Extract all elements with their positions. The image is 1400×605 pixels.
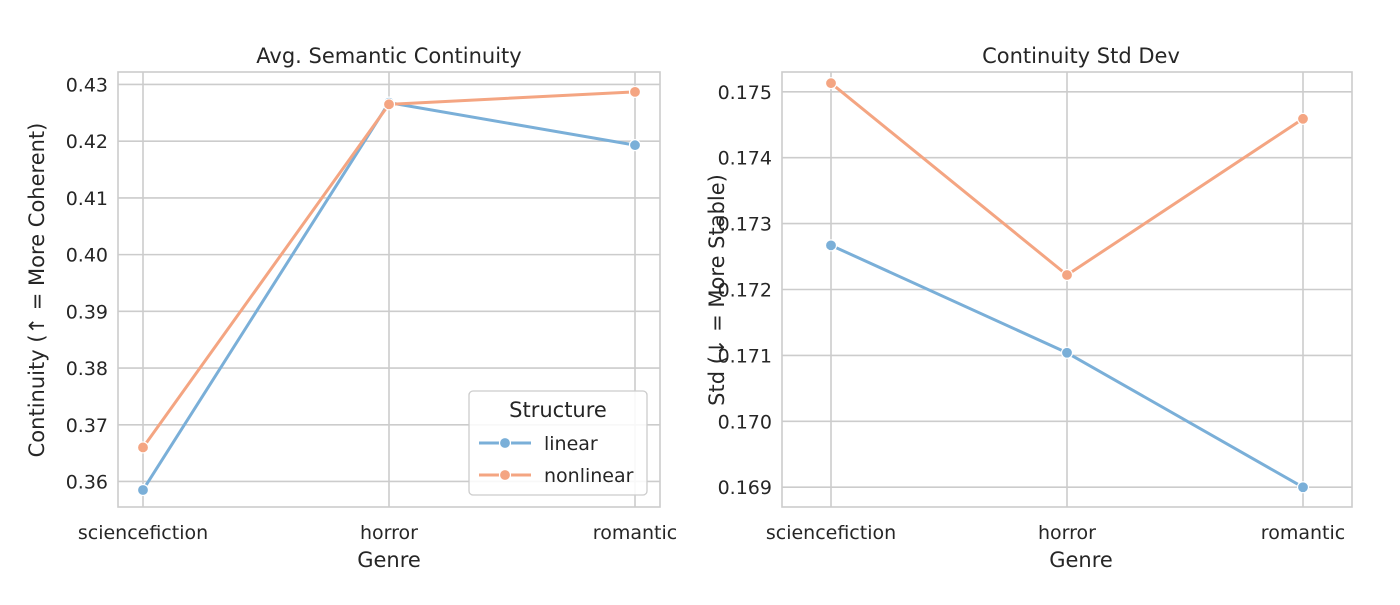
chart-panel-continuity: Avg. Semantic Continuity Genre Continuit… <box>25 44 677 572</box>
legend-marker-nonlinear <box>498 468 512 482</box>
x-tick-label: horror <box>1038 522 1096 544</box>
data-point-linear <box>628 139 642 152</box>
x-tick-label: sciencefiction <box>78 522 208 544</box>
y-tick-label: 0.39 <box>66 301 108 323</box>
chart-title: Avg. Semantic Continuity <box>256 44 521 68</box>
legend-title: Structure <box>509 398 607 422</box>
y-tick-label: 0.40 <box>66 245 108 267</box>
y-tick-label: 0.173 <box>718 214 772 236</box>
chart-title: Continuity Std Dev <box>982 44 1180 68</box>
tick-labels: 0.36 0.37 0.38 0.39 0.40 0.41 0.42 0.43 sciencef… <box>66 74 678 544</box>
legend-marker-linear <box>498 436 512 450</box>
data-point-nonlinear <box>1296 112 1310 125</box>
grid <box>782 72 1352 507</box>
legend-label-linear: linear <box>544 433 598 455</box>
data-point-linear <box>1296 481 1310 494</box>
x-tick-label: horror <box>360 522 418 544</box>
series <box>136 85 642 497</box>
y-tick-label: 0.174 <box>718 148 772 170</box>
data-point-nonlinear <box>628 85 642 98</box>
data-point-linear <box>1060 346 1074 359</box>
y-tick-label: 0.42 <box>66 131 108 153</box>
y-tick-label: 0.37 <box>66 415 108 437</box>
x-axis-label: Genre <box>1049 548 1113 572</box>
data-point-nonlinear <box>824 77 838 90</box>
x-tick-label: romantic <box>593 522 677 544</box>
y-tick-label: 0.36 <box>66 471 108 493</box>
chart-panel-stddev: Continuity Std Dev Genre Std (↓ = More S… <box>705 44 1353 572</box>
tick-labels: 0.169 0.170 0.171 0.172 0.173 0.174 0.175 scien… <box>718 82 1346 544</box>
y-tick-label: 0.43 <box>66 74 108 96</box>
y-axis-label: Continuity (↑ = More Coherent) <box>25 123 49 458</box>
y-tick-label: 0.170 <box>718 411 772 433</box>
data-point-nonlinear <box>1060 268 1074 282</box>
y-tick-label: 0.175 <box>718 82 772 104</box>
y-tick-label: 0.38 <box>66 358 108 380</box>
y-tick-label: 0.172 <box>718 280 772 302</box>
plot-frame <box>117 71 661 508</box>
x-axis-label: Genre <box>357 548 421 572</box>
data-point-nonlinear <box>136 441 150 454</box>
y-tick-label: 0.41 <box>66 188 108 210</box>
y-tick-label: 0.171 <box>718 345 772 367</box>
legend-items: linear nonlinear <box>479 433 634 487</box>
legend-label-nonlinear: nonlinear <box>544 465 634 487</box>
legend-box <box>468 390 648 496</box>
x-tick-label: romantic <box>1261 522 1345 544</box>
y-tick-label: 0.169 <box>718 477 772 499</box>
x-tick-label: sciencefiction <box>766 522 896 544</box>
plot-frame <box>781 71 1353 508</box>
series <box>824 77 1310 494</box>
legend: Structure linear nonlinear <box>468 390 648 496</box>
data-point-linear <box>824 239 838 252</box>
data-point-linear <box>136 483 150 497</box>
y-axis-label: Std (↓ = More Stable) <box>705 174 729 406</box>
data-point-nonlinear <box>382 98 396 111</box>
